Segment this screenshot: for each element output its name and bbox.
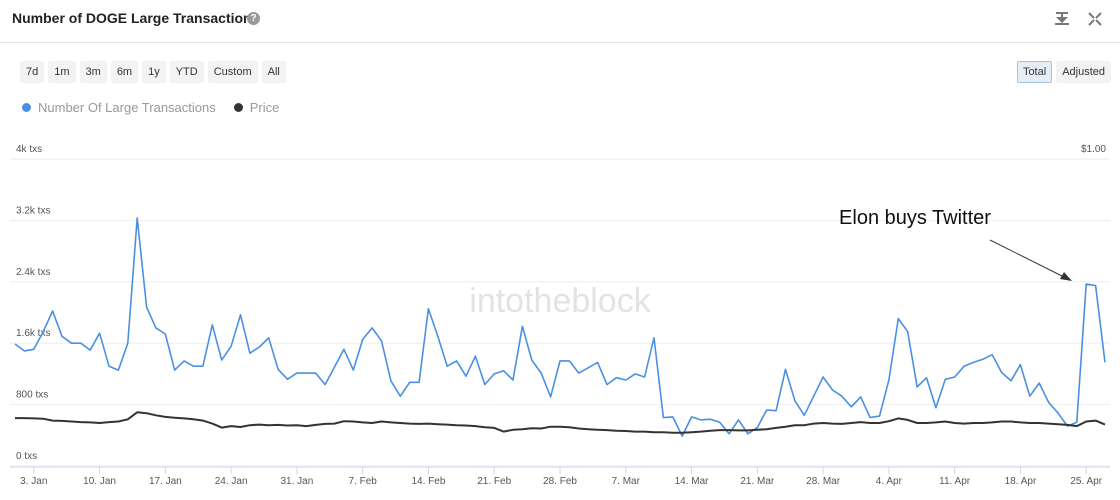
annotation: Elon buys Twitter (839, 207, 991, 229)
x-tick-label: 21. Mar (740, 476, 775, 487)
y-tick-label: 2.4k txs (16, 267, 50, 278)
x-tick-label: 28. Mar (806, 476, 841, 487)
divider (0, 42, 1120, 43)
legend-marker (22, 103, 31, 112)
y2-tick-label: $1.00 (1081, 144, 1106, 155)
annotation-arrow (989, 239, 1067, 279)
series-line (15, 411, 1106, 434)
title: Number of DOGE Large Transactions (12, 10, 260, 26)
legend-label: Number Of Large Transactions (38, 100, 216, 115)
range-button[interactable]: 1y (142, 61, 166, 83)
range-button[interactable]: YTD (169, 61, 204, 83)
legend-item[interactable]: Number Of Large Transactions (22, 100, 216, 115)
range-button[interactable]: 7d (20, 61, 45, 83)
x-tick-label: 14. Feb (411, 476, 445, 487)
x-tick-label: 7. Mar (612, 476, 641, 487)
series-line (14, 217, 1106, 437)
x-tick-label: 14. Mar (675, 476, 710, 487)
y-tick-label: 0 txs (16, 451, 37, 462)
y-tick-label: 800 txs (16, 390, 48, 401)
mode-button[interactable]: Adjusted (1056, 61, 1111, 83)
range-button[interactable]: 6m (110, 61, 139, 83)
legend: Number Of Large Transactions Price (22, 100, 279, 115)
x-tick-label: 25. Apr (1070, 476, 1102, 487)
toolbar-icons[interactable] (1055, 12, 1102, 26)
range-button[interactable]: 3m (79, 61, 107, 83)
legend-marker (233, 103, 243, 112)
watermark: intotheblock (469, 282, 651, 320)
x-tick-label: 17. Jan (149, 476, 182, 487)
x-tick-label: 31. Jan (280, 476, 313, 487)
y-tick-label: 1.6k txs (16, 328, 50, 339)
x-tick-label: 18. Apr (1005, 476, 1037, 487)
x-tick-label: 28. Feb (543, 476, 577, 487)
y-tick-label: 3.2k txs (16, 205, 50, 216)
x-tick-label: 4. Apr (876, 476, 903, 487)
x-tick-label: 24. Jan (215, 476, 248, 487)
x-tick-label: 11. Apr (939, 476, 971, 487)
help-icon[interactable]: ? (247, 12, 260, 25)
range-buttons: 7d 1m 3m 6m 1y YTD Custom All (20, 61, 286, 83)
mode-buttons: Total Adjusted (1016, 61, 1111, 83)
range-button[interactable]: 1m (48, 61, 76, 83)
annotation-arrowhead (1060, 272, 1072, 281)
x-tick-label: 10. Jan (83, 476, 116, 487)
range-button[interactable]: Custom (207, 61, 258, 83)
legend-label: Price (249, 100, 280, 115)
range-button[interactable]: All (261, 61, 286, 83)
y-tick-label: 4k txs (16, 144, 42, 155)
x-tick-label: 7. Feb (348, 476, 377, 487)
x-tick-label: 3. Jan (20, 476, 47, 487)
legend-item[interactable]: Price (233, 100, 280, 115)
mode-button[interactable]: Total (1016, 61, 1053, 83)
x-tick-label: 21. Feb (477, 476, 511, 487)
